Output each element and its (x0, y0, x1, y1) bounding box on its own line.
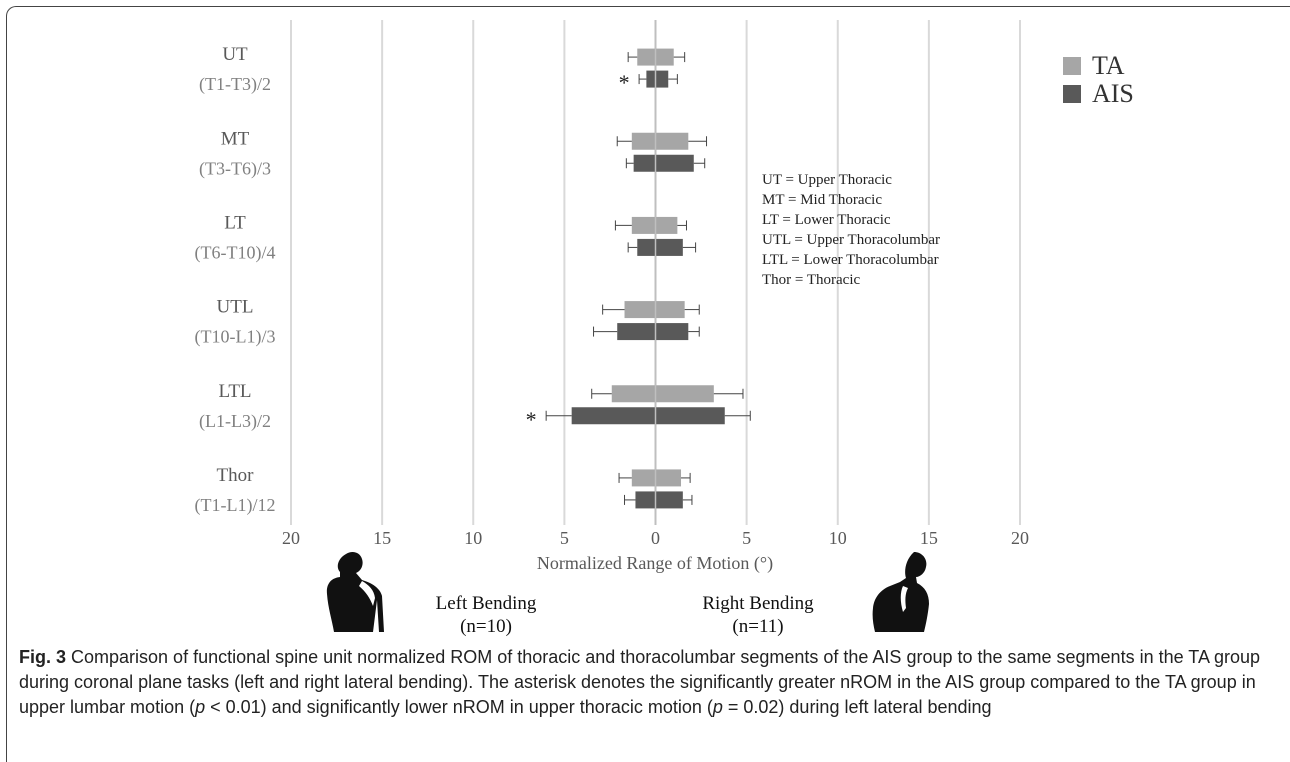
figure-canvas: ** UT(T1-T3)/2MT(T3-T6)/3LT(T6-T10)/4UTL… (195, 20, 1134, 637)
significance-marker: * (619, 70, 630, 95)
abbreviation-line: LTL = Lower Thoracolumbar (762, 252, 939, 268)
bar-ta (631, 469, 682, 487)
legend-swatch-ta (1063, 57, 1081, 75)
category-label: LT (224, 212, 246, 233)
bar-ais (633, 154, 694, 172)
abbreviation-line: Thor = Thoracic (762, 272, 860, 288)
legend-swatch-ais (1063, 85, 1081, 103)
category-labels: UT (T1-T3)/2 MT (T3-T6)/3 LT (T6-T10)/4 UTL (T1… (195, 44, 276, 516)
x-tick-label: 10 (464, 528, 482, 548)
category-label: Thor (217, 465, 255, 486)
category-label: UT (222, 44, 248, 65)
abbreviation-line: LT = Lower Thoracic (762, 212, 891, 228)
caption-text-3: = 0.02) during left lateral bending (722, 697, 992, 717)
category-label: UTL (217, 297, 254, 318)
abbreviation-key: UT = Upper Thoracic MT = Mid Thoracic LT =… (762, 172, 940, 288)
bar-ais (617, 323, 689, 341)
bar-ta (631, 216, 678, 234)
category-sublabel: (T10-L1)/3 (195, 327, 276, 348)
caption-p-symbol-1: p (195, 697, 206, 717)
x-tick-labels: 20 15 10 5 0 5 10 15 20 (282, 528, 1029, 548)
x-tick-label: 15 (373, 528, 391, 548)
bar-ais (635, 491, 683, 509)
legend-label-ta: TA (1092, 51, 1125, 80)
category-sublabel: (L1-L3)/2 (199, 411, 271, 432)
bar-ais (646, 70, 669, 88)
category-sublabel: (T6-T10)/4 (195, 242, 276, 263)
direction-label: Left Bending (436, 593, 537, 614)
direction-label: Right Bending (702, 593, 814, 614)
bar-ta (611, 385, 714, 403)
person-bending-left-icon (326, 551, 384, 632)
direction-n: (n=10) (460, 616, 512, 637)
category-sublabel: (T1-L1)/12 (195, 495, 276, 516)
abbreviation-line: MT = Mid Thoracic (762, 192, 882, 208)
bars: ** (526, 20, 751, 525)
bar-ta (624, 301, 685, 319)
category-label: MT (221, 128, 250, 149)
x-tick-label: 20 (282, 528, 300, 548)
x-tick-label: 20 (1011, 528, 1029, 548)
abbreviation-line: UT = Upper Thoracic (762, 172, 892, 188)
bending-direction-labels: Left Bending(n=10) Right Bending(n=11) (436, 593, 815, 637)
x-tick-label: 5 (560, 528, 569, 548)
bar-ais (637, 238, 683, 256)
figure-frame (6, 6, 1290, 762)
x-tick-label: 5 (742, 528, 751, 548)
category-label: LTL (218, 381, 251, 402)
x-tick-label: 15 (920, 528, 938, 548)
category-sublabel: (T3-T6)/3 (199, 158, 271, 179)
legend-label-ais: AIS (1092, 79, 1134, 108)
x-axis-label: Normalized Range of Motion (°) (537, 553, 773, 574)
caption-text-2: < 0.01) and significantly lower nROM in … (205, 697, 713, 717)
figure-caption: Fig. 3 Comparison of functional spine un… (19, 645, 1284, 720)
person-bending-right-icon (872, 552, 929, 632)
significance-marker: * (526, 407, 537, 432)
abbreviation-line: UTL = Upper Thoracolumbar (762, 232, 940, 248)
direction-n: (n=11) (732, 616, 783, 637)
caption-label: Fig. 3 (19, 647, 67, 667)
caption-p-symbol-2: p (712, 697, 723, 717)
x-tick-label: 10 (829, 528, 847, 548)
bar-ta (631, 132, 689, 150)
x-tick-label: 0 (651, 528, 660, 548)
bar-ais (571, 407, 725, 425)
category-sublabel: (T1-T3)/2 (199, 74, 271, 95)
caption-text-1: Comparison of functional spine unit norm… (19, 647, 1260, 717)
